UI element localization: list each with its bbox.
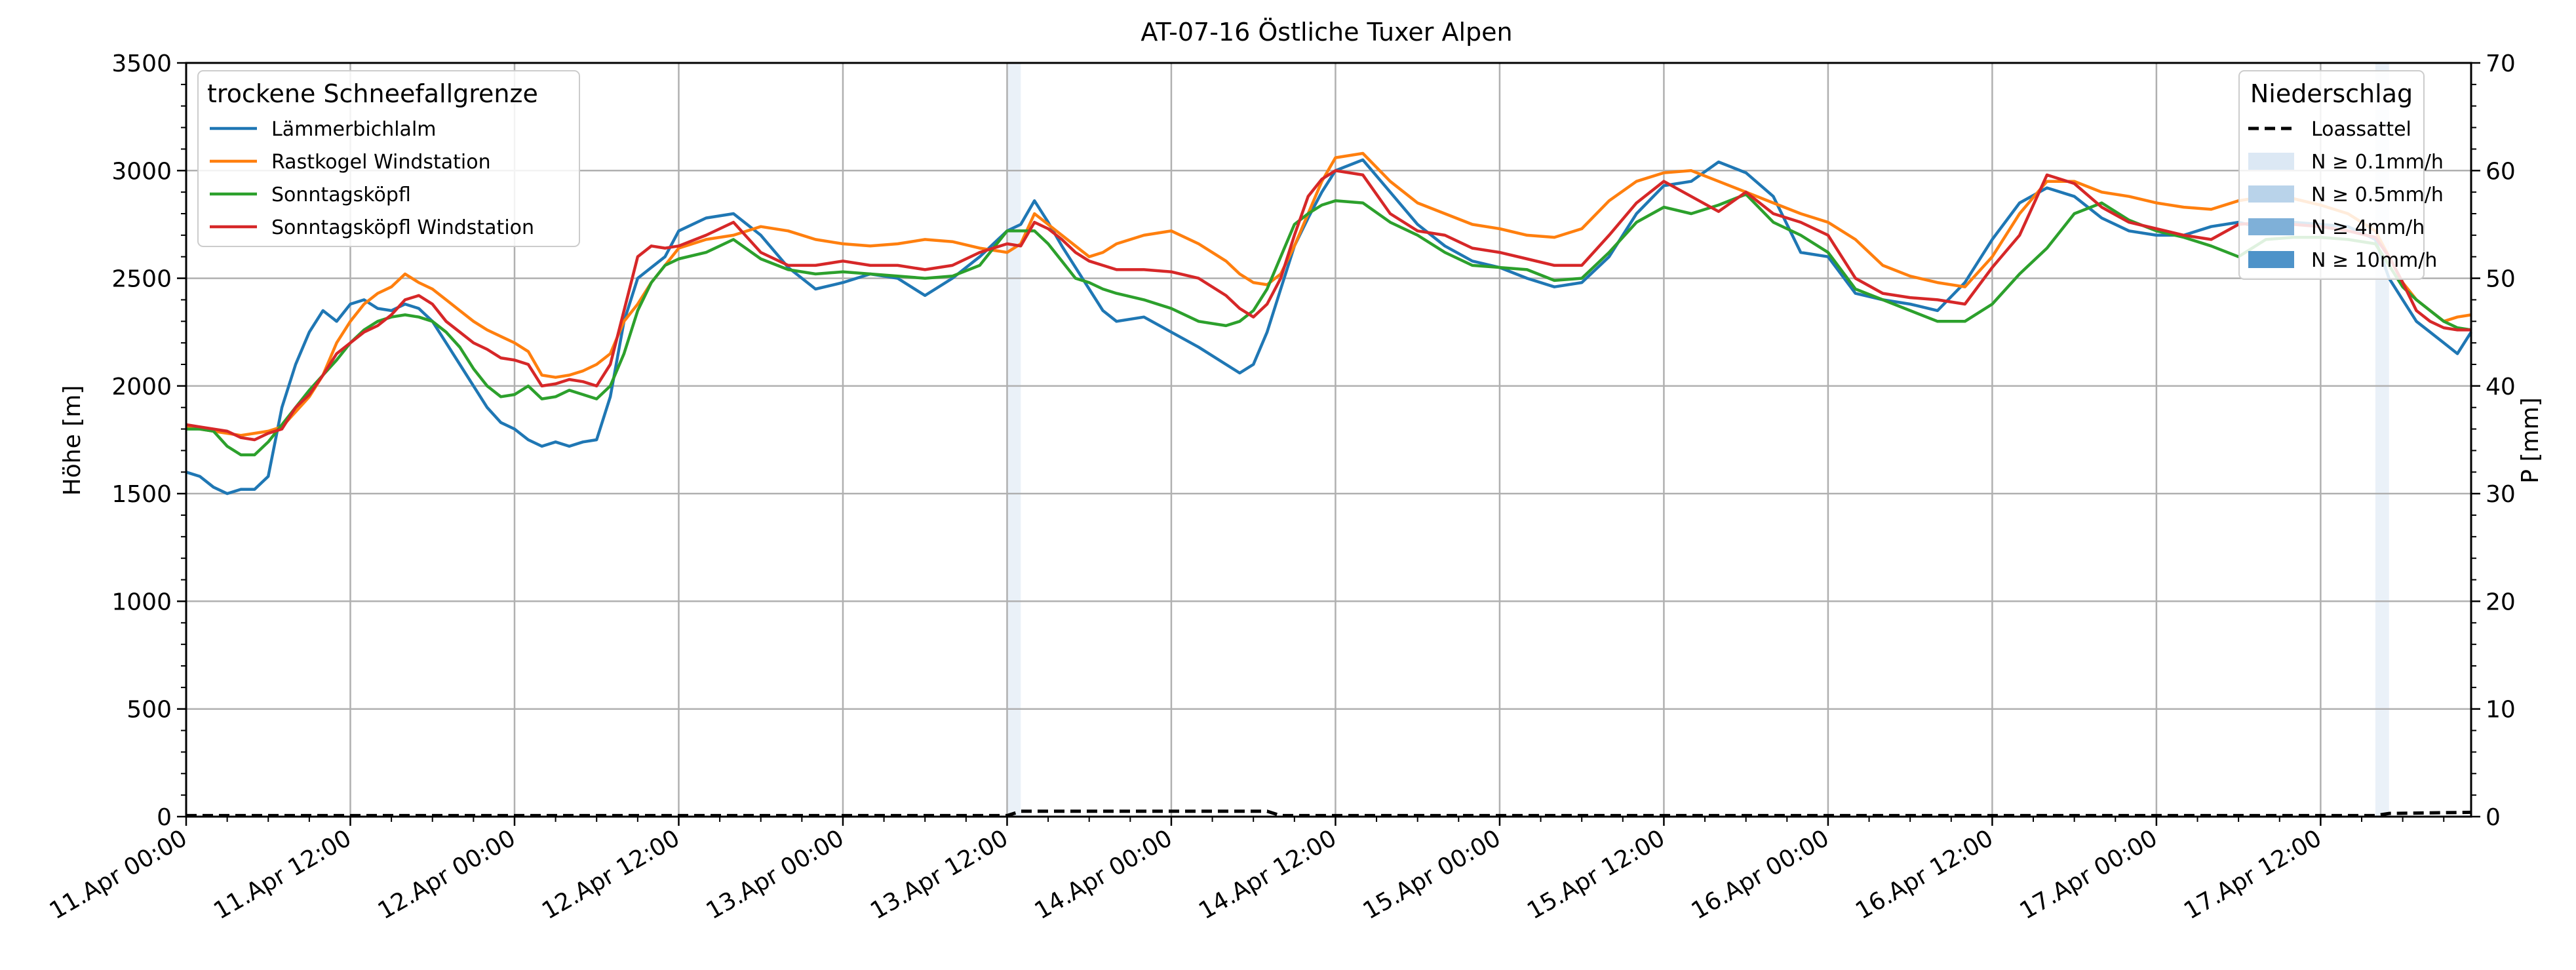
legend-label-0: Lämmerbichlalm [271,118,437,141]
x-tick-label: 16.Apr 00:00 [1687,824,1834,925]
precip-band [1007,63,1021,817]
y2-tick-label: 30 [2486,481,2516,508]
x-tick-label: 15.Apr 00:00 [1359,824,1506,925]
legend-band-swatch-0 [2248,153,2294,170]
y2-tick-label: 60 [2486,158,2516,185]
y-tick-label: 0 [157,804,172,831]
series-line-0 [185,158,2472,495]
legend-band-swatch-1 [2248,185,2294,203]
series-line-3 [185,169,2471,442]
y2-tick-label: 70 [2486,50,2516,77]
x-tick-label: 13.Apr 00:00 [702,824,849,925]
chart-title: AT-07-16 Östliche Tuxer Alpen [1141,18,1512,47]
y-tick-label: 500 [127,697,172,724]
y2-tick-label: 40 [2486,374,2516,400]
legend-band-label-1: N ≥ 0.5mm/h [2311,184,2444,206]
x-tick-label: 13.Apr 12:00 [866,824,1013,925]
y-tick-label: 2500 [111,266,172,293]
precip-line-loassattel [186,809,2472,817]
legend-band-label-0: N ≥ 0.1mm/h [2311,151,2444,174]
series-line-1 [185,151,2472,437]
y-tick-label: 3500 [111,50,172,77]
x-tick-label: 17.Apr 00:00 [2016,824,2162,925]
legend-label-loassattel: Loassattel [2311,118,2411,141]
x-tick-label: 14.Apr 00:00 [1030,824,1177,925]
y2-tick-label: 10 [2486,697,2516,724]
x-tick-label: 17.Apr 12:00 [2179,824,2326,925]
legend-label-1: Rastkogel Windstation [271,151,491,174]
y2-tick-label: 20 [2486,589,2516,615]
legend-title: trockene Schneefallgrenze [207,79,538,108]
legend-band-swatch-2 [2248,218,2294,235]
x-tick-label: 11.Apr 12:00 [209,824,356,925]
y-tick-label: 1500 [111,481,172,508]
y-tick-label: 1000 [111,589,172,615]
legend-snowline: trockene Schneefallgrenze Lämmerbichlalm R… [197,70,580,247]
y2-tick-label: 0 [2486,804,2501,831]
legend-title: Niederschlag [2250,79,2413,108]
x-tick-label: 12.Apr 12:00 [537,824,684,925]
y2-tick-label: 50 [2486,266,2516,293]
y-axis-title: Höhe [m] [59,385,86,496]
legend-label-2: Sonntagsköpfl [271,184,411,206]
x-tick-label: 16.Apr 12:00 [1851,824,1998,925]
x-tick-label: 12.Apr 00:00 [374,824,520,925]
legend-band-label-3: N ≥ 10mm/h [2311,249,2437,272]
legend-band-swatch-3 [2248,251,2294,268]
legend-band-label-2: N ≥ 4mm/h [2311,216,2425,239]
y-tick-label: 2000 [111,374,172,400]
series-line-2 [186,193,2472,457]
legend-label-3: Sonntagsköpfl Windstation [271,216,534,239]
secondary-y-axis-title: P [mm] [2517,397,2544,483]
legend-box [197,70,580,247]
plot-area: 0 500 1000 1500 2000 2500 3000 3500 0 10 20 30 40 50 6… [45,50,2516,925]
x-tick-label: 15.Apr 12:00 [1523,824,1669,925]
x-tick-label: 11.Apr 00:00 [45,824,192,925]
legend-precipitation: Niederschlag Loassattel N ≥ 0.1mm/h N ≥ 0.5… [2238,70,2444,280]
y-tick-label: 3000 [111,158,172,185]
x-tick-label: 14.Apr 12:00 [1194,824,1341,925]
plot-frame [185,62,2472,818]
